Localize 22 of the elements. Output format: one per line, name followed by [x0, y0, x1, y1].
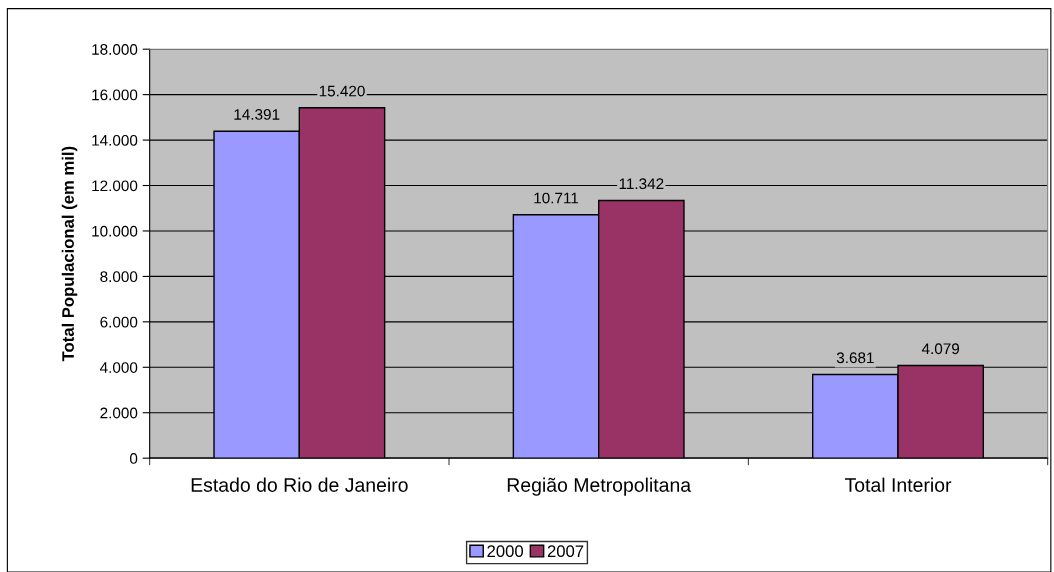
- y-tick-label: 14.000: [92, 134, 138, 146]
- data-label: 14.391: [234, 109, 280, 120]
- data-label: 10.711: [534, 192, 579, 204]
- data-label: 3.681: [836, 352, 874, 364]
- data-label: 4.079: [921, 343, 960, 355]
- y-tick-label: 18.000: [92, 44, 138, 55]
- y-tick-label: 4.000: [99, 362, 138, 373]
- y-tick-label: 12.000: [92, 180, 138, 192]
- x-tick-label: Total Interior: [844, 477, 952, 492]
- y-axis-title: Total Populacional (em mil): [61, 146, 78, 362]
- x-tick-label: Estado do Rio de Janeiro: [191, 477, 408, 492]
- x-tick-label: Região Metropolitana: [507, 477, 692, 496]
- data-label: 11.342: [619, 178, 664, 190]
- legend-label: 2007: [547, 545, 584, 558]
- y-tick-label: 2.000: [100, 407, 138, 419]
- y-tick-label: 0: [129, 453, 138, 464]
- y-tick-label: 6.000: [100, 316, 138, 328]
- legend-label: 2000: [487, 545, 524, 558]
- y-tick-label: 10.000: [92, 225, 138, 237]
- data-label: 15.420: [319, 85, 365, 97]
- y-tick-label: 8.000: [100, 271, 138, 283]
- y-tick-label: 16.000: [92, 89, 138, 101]
